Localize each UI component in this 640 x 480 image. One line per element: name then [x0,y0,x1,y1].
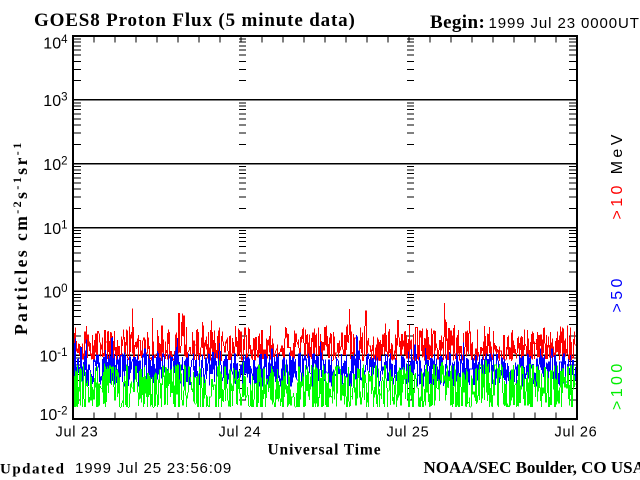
svg-text:1999 Jul 23 0000UT: 1999 Jul 23 0000UT [489,15,640,32]
svg-text:Particles cm-2s-1sr-1: Particles cm-2s-1sr-1 [10,140,31,335]
svg-text:Jul 25: Jul 25 [387,425,430,441]
svg-text:Universal Time: Universal Time [267,442,381,459]
svg-text:Jul 24: Jul 24 [219,425,262,441]
svg-text:>10 MeV: >10 MeV [609,131,626,219]
svg-text:>100: >100 [609,360,626,410]
svg-text:GOES8 Proton Flux (5 minute da: GOES8 Proton Flux (5 minute data) [34,10,356,31]
svg-text:Jul 26: Jul 26 [555,425,598,441]
svg-text:Begin:: Begin: [430,12,485,33]
svg-text:NOAA/SEC Boulder, CO USA: NOAA/SEC Boulder, CO USA [424,458,640,477]
svg-text:1999 Jul 25 23:56:09: 1999 Jul 25 23:56:09 [75,460,232,477]
svg-text:Jul 23: Jul 23 [56,425,99,441]
svg-text:Updated: Updated [0,462,66,478]
svg-text:>50: >50 [609,275,626,312]
